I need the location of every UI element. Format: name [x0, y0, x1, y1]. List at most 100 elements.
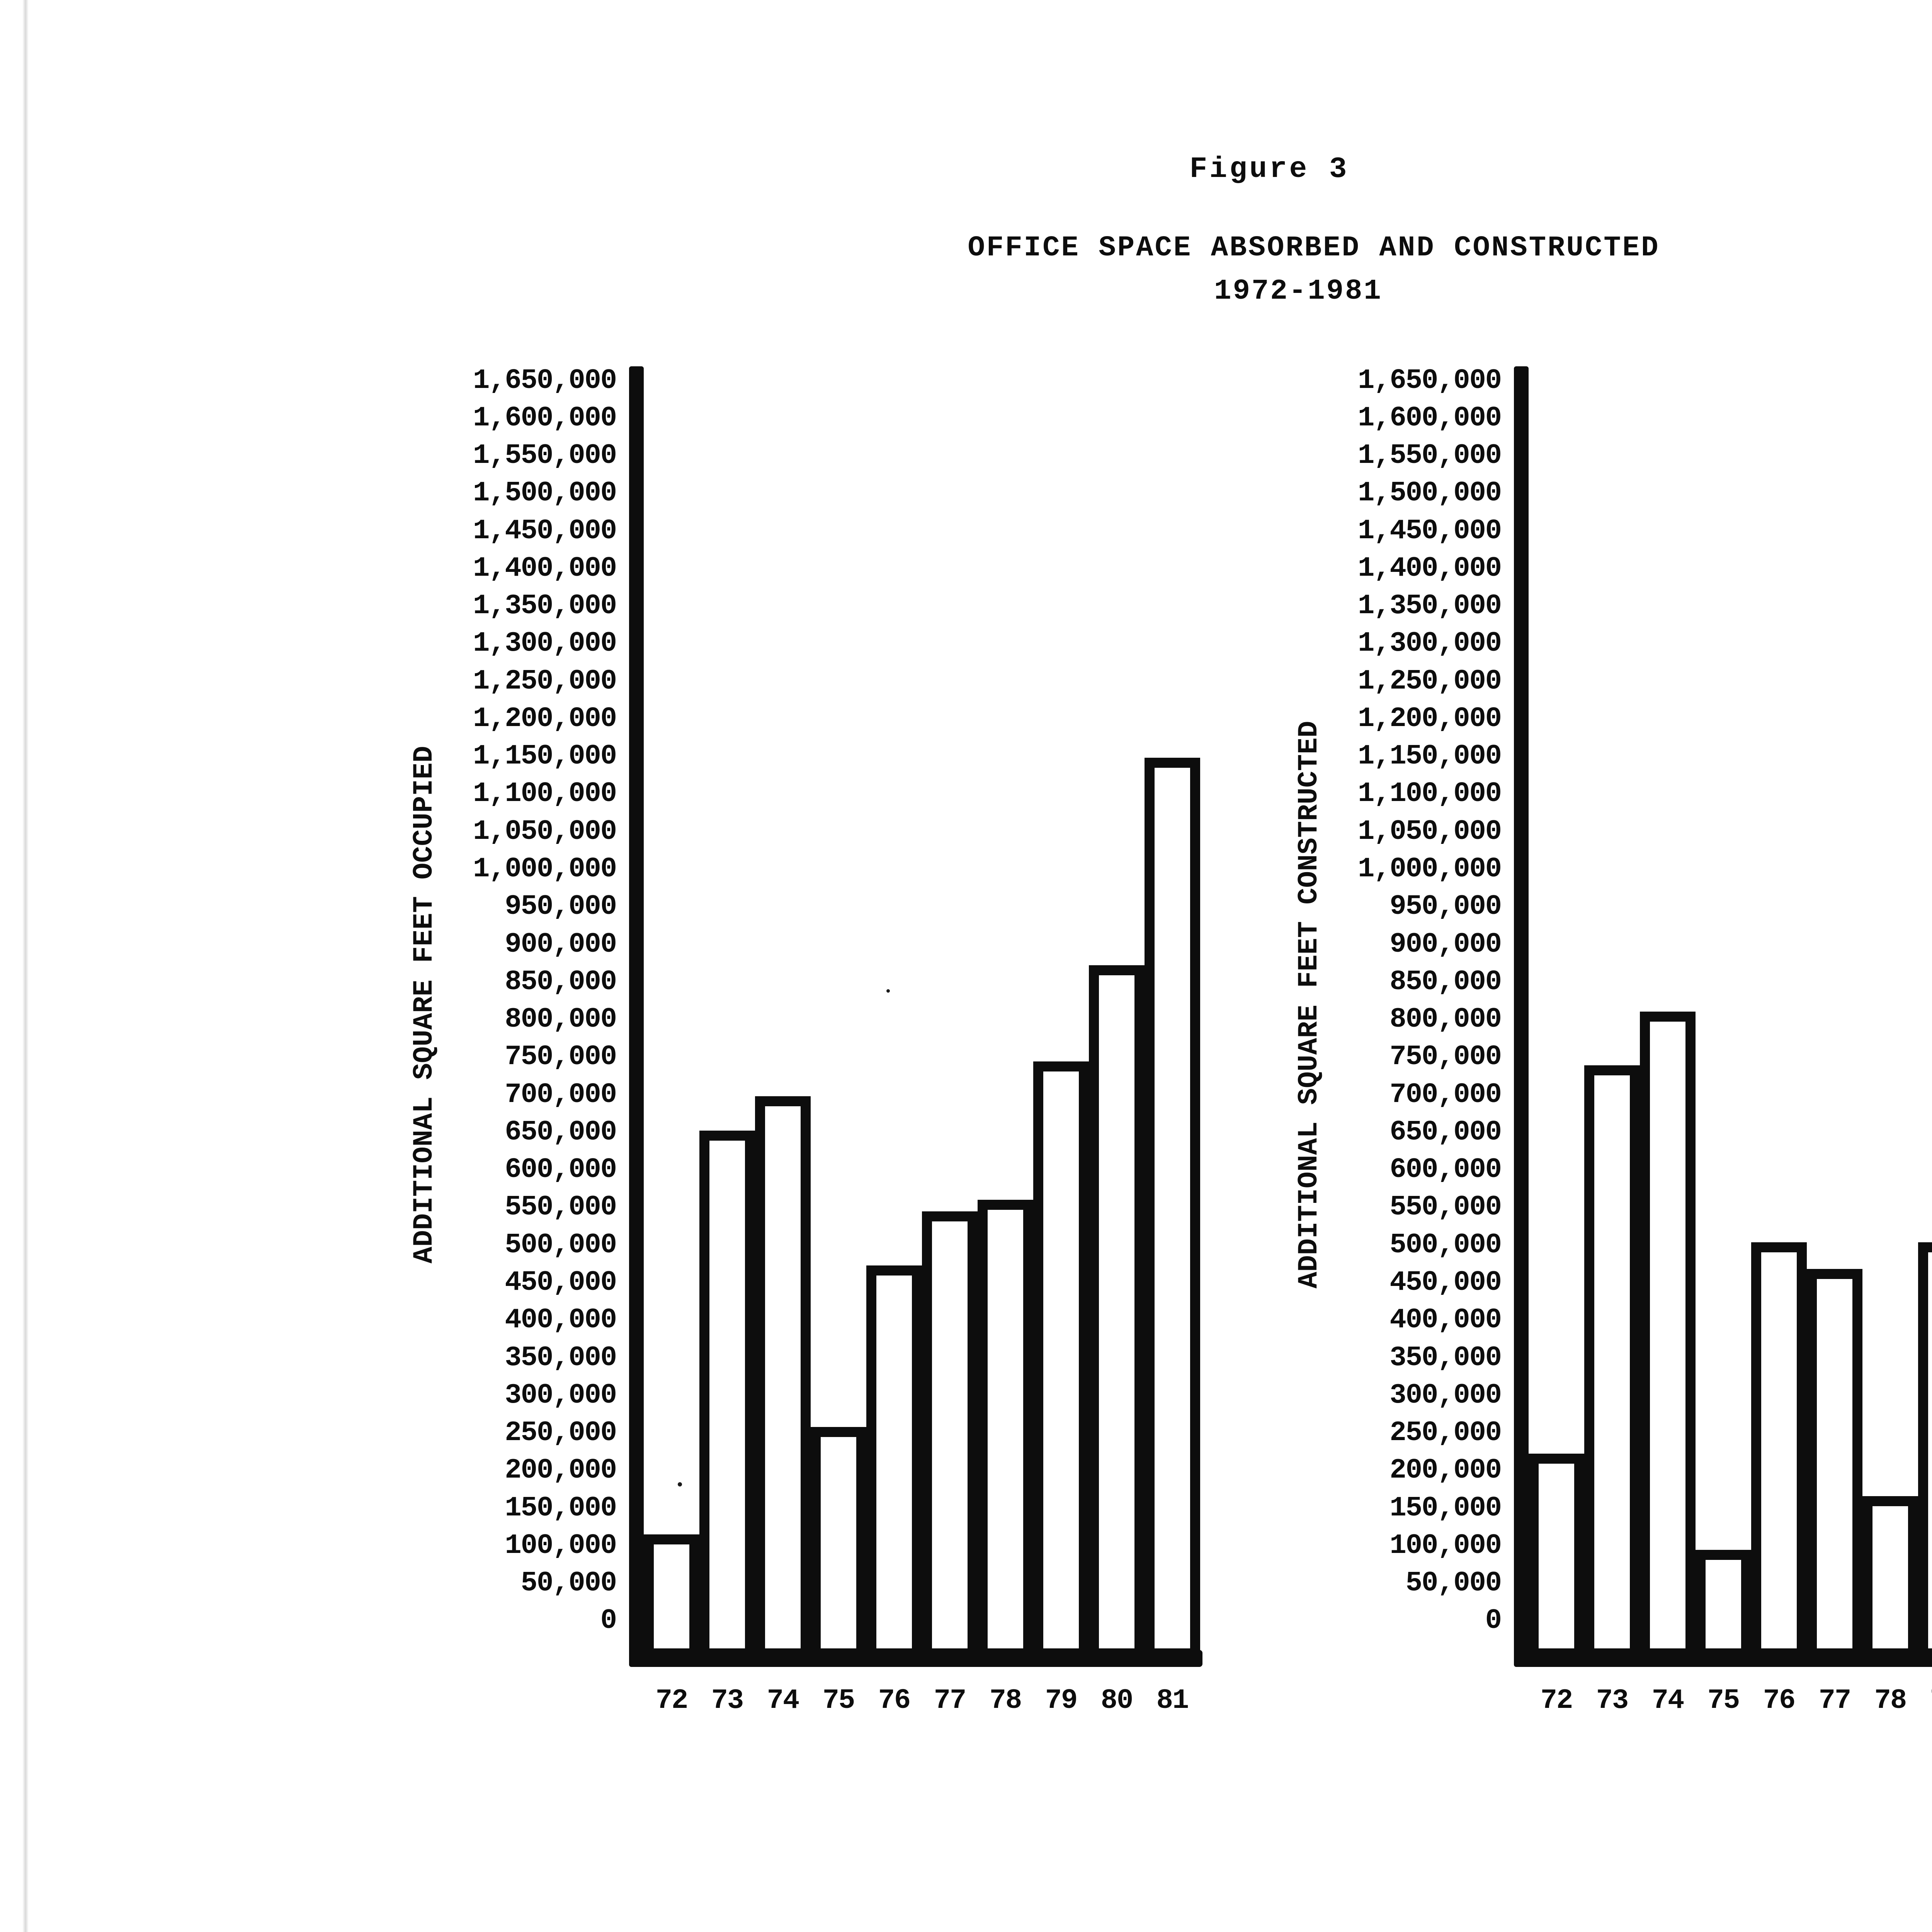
y-tick-label: 1,200,000	[473, 702, 617, 735]
x-tick-label-73: 73	[711, 1685, 744, 1716]
y-tick-label: 100,000	[1389, 1529, 1502, 1561]
y-tick-label: 1,250,000	[473, 665, 617, 697]
x-tick-label-73: 73	[1596, 1685, 1629, 1716]
bar-78	[978, 1200, 1033, 1658]
y-tick-label: 250,000	[505, 1417, 617, 1449]
y-axis-line	[629, 366, 644, 1667]
y-tick-label: 1,400,000	[1358, 552, 1502, 584]
y-tick-label: 500,000	[1389, 1229, 1502, 1261]
bar-73	[699, 1131, 755, 1658]
y-tick-label: 400,000	[1389, 1304, 1502, 1336]
bar-74	[1640, 1012, 1696, 1658]
x-axis-line	[629, 1650, 1202, 1667]
bar-74	[755, 1096, 811, 1658]
x-tick-label-77: 77	[934, 1685, 966, 1716]
y-tick-label: 350,000	[505, 1342, 617, 1374]
y-tick-label: 0	[1485, 1605, 1502, 1637]
y-tick-label: 950,000	[505, 891, 617, 923]
y-tick-label: 1,500,000	[473, 477, 617, 509]
y-tick-label: 1,500,000	[1358, 477, 1502, 509]
y-tick-label: 650,000	[1389, 1116, 1502, 1148]
x-tick-label-74: 74	[1651, 1685, 1684, 1716]
y-tick-label: 200,000	[505, 1454, 617, 1486]
y-tick-label: 850,000	[1389, 966, 1502, 998]
bar-77	[1807, 1269, 1862, 1658]
y-tick-label: 1,300,000	[1358, 628, 1502, 660]
y-tick-label: 200,000	[1389, 1454, 1502, 1486]
y-tick-label: 300,000	[505, 1379, 617, 1411]
figure-label: Figure 3	[1189, 153, 1349, 186]
y-tick-label: 1,550,000	[473, 440, 617, 472]
x-tick-label-72: 72	[655, 1685, 688, 1716]
y-tick-label: 1,600,000	[1358, 402, 1502, 434]
y-tick-label: 900,000	[505, 928, 617, 960]
y-tick-label: 1,550,000	[1358, 440, 1502, 472]
x-axis-line	[1514, 1650, 1932, 1667]
scan-speckle	[678, 1482, 682, 1486]
y-tick-label: 1,450,000	[1358, 515, 1502, 547]
bar-76	[866, 1265, 922, 1658]
x-tick-label-80: 80	[1100, 1685, 1133, 1716]
y-tick-label: 550,000	[505, 1191, 617, 1223]
bar-75	[1696, 1550, 1751, 1658]
x-tick-label-74: 74	[767, 1685, 799, 1716]
y-tick-label: 100,000	[505, 1529, 617, 1561]
y-tick-label: 1,350,000	[1358, 590, 1502, 622]
y-tick-label: 500,000	[505, 1229, 617, 1261]
y-tick-label: 650,000	[505, 1116, 617, 1148]
x-tick-label-75: 75	[822, 1685, 855, 1716]
y-tick-label: 550,000	[1389, 1191, 1502, 1223]
y-tick-label: 1,200,000	[1358, 702, 1502, 735]
y-tick-label: 350,000	[1389, 1342, 1502, 1374]
y-tick-label: 600,000	[505, 1154, 617, 1186]
y-tick-label: 50,000	[520, 1567, 617, 1599]
y-tick-label: 1,000,000	[473, 853, 617, 885]
x-tick-label-77: 77	[1818, 1685, 1851, 1716]
y-tick-label: 800,000	[505, 1003, 617, 1036]
y-axis-title-occupied: ADDITIONAL SQUARE FEET OCCUPIED	[408, 746, 440, 1264]
y-tick-label: 1,650,000	[473, 364, 617, 396]
bar-79	[1033, 1061, 1089, 1658]
x-tick-label-72: 72	[1540, 1685, 1573, 1716]
y-tick-label: 1,250,000	[1358, 665, 1502, 697]
y-tick-label: 750,000	[1389, 1041, 1502, 1073]
x-tick-label-79: 79	[1915, 1685, 1932, 1716]
y-tick-label: 400,000	[505, 1304, 617, 1336]
y-tick-label: 1,600,000	[473, 402, 617, 434]
y-tick-label: 1,100,000	[473, 778, 617, 810]
y-tick-label: 1,100,000	[1358, 778, 1502, 810]
y-tick-label: 1,050,000	[473, 815, 617, 847]
y-axis-title-constructed: ADDITIONAL SQUARE FEET CONSTRUCTED	[1293, 721, 1325, 1289]
bar-76	[1751, 1242, 1807, 1658]
y-tick-label: 1,050,000	[1358, 815, 1502, 847]
scan-speckle	[886, 989, 890, 993]
page-title: OFFICE SPACE ABSORBED AND CONSTRUCTED	[968, 232, 1660, 264]
x-tick-label-76: 76	[1763, 1685, 1796, 1716]
x-tick-label-79: 79	[1045, 1685, 1078, 1716]
y-tick-label: 950,000	[1389, 891, 1502, 923]
y-tick-label: 450,000	[505, 1267, 617, 1299]
bar-81	[1145, 758, 1200, 1658]
y-tick-label: 0	[600, 1605, 617, 1637]
y-tick-label: 750,000	[505, 1041, 617, 1073]
y-tick-label: 150,000	[505, 1492, 617, 1524]
y-tick-label: 150,000	[1389, 1492, 1502, 1524]
y-tick-label: 1,400,000	[473, 552, 617, 584]
y-tick-label: 300,000	[1389, 1379, 1502, 1411]
y-tick-label: 1,450,000	[473, 515, 617, 547]
y-tick-label: 1,000,000	[1358, 853, 1502, 885]
y-tick-label: 800,000	[1389, 1003, 1502, 1036]
scan-edge-artifact	[22, 0, 29, 1932]
y-tick-label: 1,650,000	[1358, 364, 1502, 396]
y-axis-line	[1514, 366, 1529, 1667]
bar-78	[1862, 1496, 1918, 1658]
bar-80	[1089, 965, 1145, 1658]
bar-73	[1584, 1065, 1640, 1658]
bar-72	[644, 1534, 699, 1658]
y-tick-label: 50,000	[1405, 1567, 1502, 1599]
y-tick-label: 1,150,000	[473, 740, 617, 772]
y-tick-label: 1,150,000	[1358, 740, 1502, 772]
y-tick-label: 450,000	[1389, 1267, 1502, 1299]
